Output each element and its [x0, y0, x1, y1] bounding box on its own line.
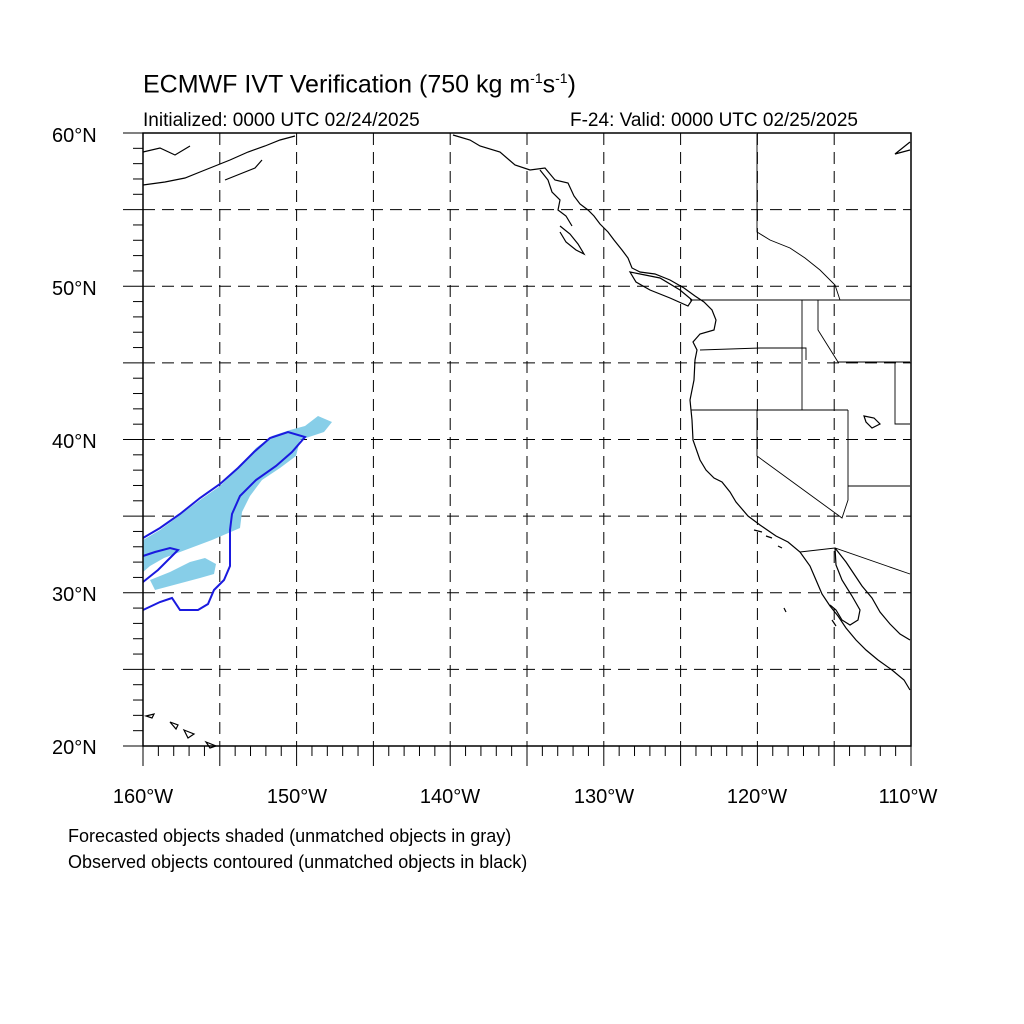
lake-salton-great: [863, 415, 882, 429]
map-grid: [143, 133, 911, 746]
observed-object: [142, 430, 307, 611]
lat-label-30: 30°N: [52, 584, 97, 606]
lon-label-130w: 130°W: [574, 786, 634, 808]
lon-label-120w: 120°W: [727, 786, 787, 808]
coastline-alaska-gulf: [142, 135, 296, 186]
forecast-object: [143, 416, 332, 590]
chart-title: ECMWF IVT Verification (750 kg m-1s-1): [143, 70, 576, 99]
lon-label-140w: 140°W: [420, 786, 480, 808]
lat-label-60: 60°N: [52, 125, 97, 147]
lon-label-110w: 110°W: [879, 786, 938, 808]
coastline-hawaii: [143, 713, 218, 749]
forecast-object-main: [143, 416, 332, 572]
coastline-baja-gulf: [829, 547, 911, 641]
coastline-north-america: [452, 134, 911, 691]
border-canada-provinces: [756, 134, 841, 301]
map-ticks: [123, 132, 912, 766]
initialized-time: Initialized: 0000 UTC 02/24/2025: [143, 110, 420, 131]
note-observed: Observed objects contoured (unmatched ob…: [68, 852, 528, 872]
observed-contour: [142, 430, 307, 611]
coastlines: [142, 134, 911, 749]
lat-label-20: 20°N: [52, 737, 97, 759]
border-wa-or: [699, 347, 807, 360]
state-borders: [690, 134, 911, 575]
note-forecast: Forecasted objects shaded (unmatched obj…: [68, 826, 512, 846]
lat-label-40: 40°N: [52, 431, 97, 453]
border-nv-ut: [848, 362, 910, 487]
coastline-canada-islands: [539, 169, 693, 307]
coastline-channel-islands: [753, 529, 837, 627]
border-idaho: [801, 300, 910, 410]
valid-time: F-24: Valid: 0000 UTC 02/25/2025: [570, 110, 858, 131]
map-frame: [142, 132, 912, 747]
border-ca-nv-diagonal: [756, 410, 849, 519]
lat-label-50: 50°N: [52, 278, 97, 300]
forecast-object-lobe: [150, 558, 216, 590]
lon-label-150w: 150°W: [267, 786, 327, 808]
border-us-mexico: [799, 547, 911, 575]
lon-label-160w: 160°W: [113, 786, 173, 808]
